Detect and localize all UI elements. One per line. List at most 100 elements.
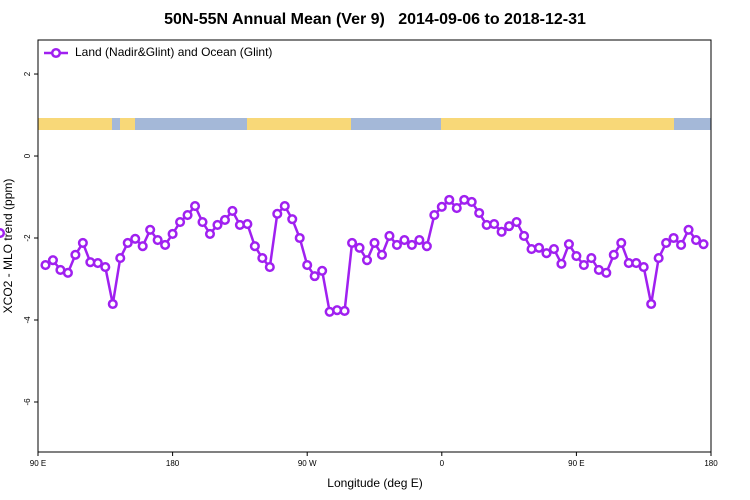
data-point (302, 260, 313, 271)
data-point (519, 230, 530, 242)
data-point (70, 249, 81, 260)
x-tick-label: 180 (166, 459, 180, 468)
y-tick-label: -4 (23, 316, 32, 324)
data-point (384, 230, 395, 242)
y-tick-label: -6 (23, 398, 32, 406)
data-point (421, 241, 432, 252)
data-point (115, 253, 126, 264)
y-tick-label: 0 (23, 153, 32, 158)
data-point (287, 214, 298, 225)
data-point (414, 235, 425, 246)
y-tick-label: 2 (23, 71, 32, 76)
x-tick-label: 180 (704, 459, 718, 468)
data-point (698, 239, 709, 250)
data-point (683, 224, 694, 235)
data-point (242, 219, 253, 230)
x-tick-label: 90 E (568, 459, 584, 468)
data-point (122, 237, 133, 248)
data-point (77, 237, 88, 248)
data-point (399, 235, 410, 246)
data-point (219, 214, 230, 226)
legend-marker (50, 47, 62, 59)
data-point (130, 233, 141, 244)
data-point (608, 249, 619, 260)
data-point (676, 239, 687, 251)
data-point (204, 228, 216, 239)
data-point (62, 267, 73, 278)
data-point (489, 219, 500, 230)
data-point (40, 260, 51, 271)
series-line (44, 198, 705, 314)
data-point (578, 260, 589, 271)
chart-title: 50N-55N Annual Mean (Ver 9) 2014-09-06 t… (164, 11, 586, 28)
data-point (541, 248, 552, 259)
data-point (631, 257, 642, 269)
data-point (616, 237, 627, 248)
data-point (145, 224, 156, 235)
data-point (601, 267, 612, 278)
data-point (354, 242, 365, 253)
data-point (466, 196, 477, 207)
data-point (496, 226, 507, 237)
data-point (272, 208, 283, 219)
data-point (347, 237, 358, 248)
y-axis-label: XCO2 - MLO trend (ppm) (1, 179, 15, 314)
data-point (376, 249, 388, 260)
data-point (451, 203, 462, 214)
data-point (279, 200, 290, 212)
x-tick-label: 90 W (298, 459, 317, 468)
data-point (100, 262, 111, 273)
data-point (294, 232, 305, 244)
data-point (406, 239, 417, 251)
x-tick-label: 90 E (30, 459, 46, 468)
x-tick-label: 0 (440, 459, 445, 468)
data-point (249, 241, 260, 252)
data-point (189, 200, 201, 212)
data-point (563, 239, 574, 250)
data-point (317, 265, 328, 276)
data-point (661, 237, 672, 248)
data-point (339, 305, 350, 317)
data-point (533, 242, 545, 253)
data-point (391, 239, 402, 251)
data-point (264, 262, 275, 273)
data-point (369, 237, 380, 248)
data-point (137, 241, 148, 252)
data-point (160, 239, 171, 251)
x-axis-label: Longitude (deg E) (327, 476, 422, 490)
ocean-band (351, 118, 441, 130)
data-point (107, 298, 118, 310)
data-point (444, 194, 455, 205)
data-point (646, 298, 657, 310)
data-point (511, 216, 522, 228)
data-point (504, 221, 515, 232)
data-point (586, 253, 597, 264)
data-point (474, 207, 485, 219)
ocean-band (112, 118, 120, 130)
plot-frame (37, 39, 712, 453)
data-point (167, 228, 178, 239)
y-tick-label: -2 (23, 234, 32, 242)
data-point (429, 209, 440, 221)
data-point (690, 235, 702, 246)
data-point (257, 253, 268, 264)
data-point (309, 271, 320, 282)
surface-strip (38, 118, 711, 130)
data-point (556, 258, 567, 269)
data-point (0, 228, 6, 239)
ocean-band (135, 118, 247, 130)
data-point (212, 219, 223, 230)
data-point (668, 232, 679, 244)
legend-label: Land (Nadir&Glint) and Ocean (Glint) (75, 45, 272, 59)
data-point (361, 255, 373, 266)
data-point (92, 257, 103, 269)
data-point (227, 205, 238, 216)
data-point (175, 216, 186, 228)
data-point (47, 255, 59, 266)
ocean-band (674, 118, 711, 130)
data-point (182, 209, 193, 221)
data-point (436, 201, 447, 212)
data-point (653, 253, 664, 264)
data-point (571, 250, 582, 262)
